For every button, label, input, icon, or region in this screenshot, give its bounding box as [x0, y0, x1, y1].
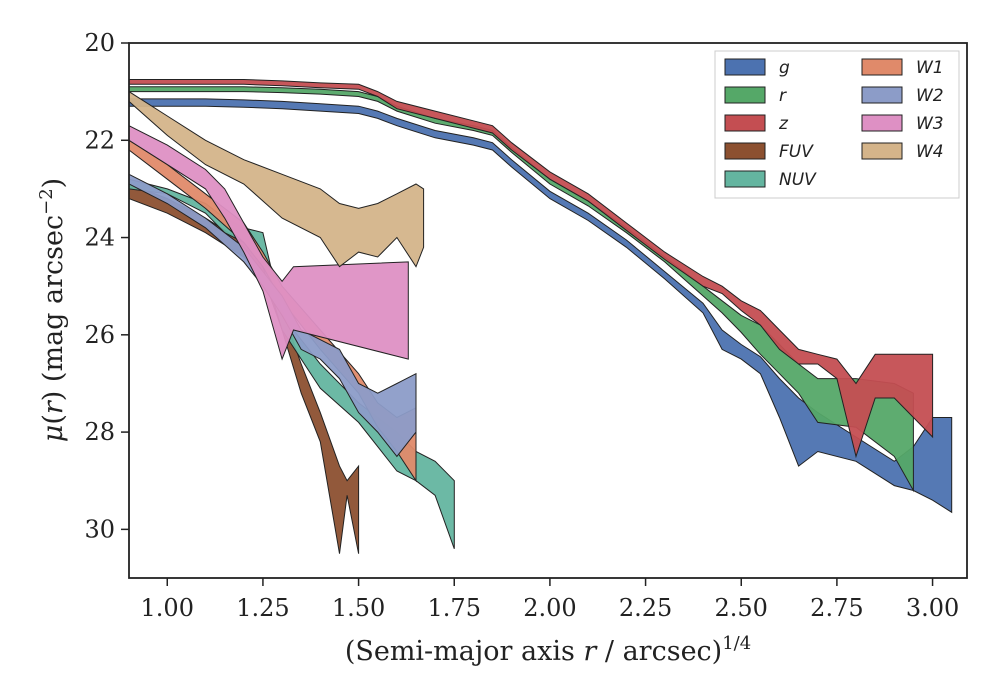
x-tick-label: 1.25 [236, 594, 289, 622]
y-axis-label: μ(r) (mag arcsec−2) [36, 178, 69, 442]
x-tick-label: 2.25 [619, 594, 672, 622]
legend-swatch-w4 [861, 142, 903, 160]
y-tick-label: 28 [84, 418, 115, 446]
x-axis-ticks: 1.00 1.25 1.50 1.75 2.00 2.25 2.50 2.75 3.00 [141, 578, 959, 622]
x-tick-label: 3.00 [906, 594, 959, 622]
legend-swatch-nuv [724, 170, 766, 188]
legend-swatch-g [724, 58, 766, 76]
legend-label-w2: W2 [916, 86, 944, 106]
legend-swatch-fuv [724, 142, 766, 160]
y-axis-ticks: 20 22 24 26 28 30 [84, 29, 129, 543]
legend-label-w1: W1 [916, 58, 944, 78]
legend-swatch-w3 [861, 114, 903, 132]
legend-label-fuv: FUV [779, 142, 814, 162]
legend-label-w4: W4 [916, 142, 944, 162]
band-w1 [129, 139, 417, 483]
legend-swatch-w1 [861, 58, 903, 76]
y-tick-label: 20 [84, 29, 115, 57]
x-tick-label: 2.00 [523, 594, 576, 622]
legend-label-z: z [778, 114, 789, 134]
x-tick-label: 1.00 [141, 594, 194, 622]
legend-swatch-z [724, 114, 766, 132]
x-tick-label: 1.75 [428, 594, 481, 622]
band-z [129, 79, 934, 459]
band-nuv [129, 178, 455, 549]
y-tick-label: 26 [84, 321, 115, 349]
x-tick-label: 1.50 [332, 594, 385, 622]
legend-label-g: g [779, 58, 790, 78]
y-tick-label: 22 [84, 126, 115, 154]
legend-label-nuv: NUV [779, 170, 817, 190]
band-layer [129, 79, 953, 554]
x-tick-label: 2.50 [715, 594, 768, 622]
legend-label-w3: W3 [916, 114, 944, 134]
x-tick-label: 2.75 [810, 594, 863, 622]
band-w3 [129, 125, 409, 361]
y-tick-label: 24 [84, 224, 115, 252]
axes-frame [128, 42, 968, 579]
legend-label-r: r [779, 86, 787, 106]
legend-swatch-w2 [861, 86, 903, 104]
x-axis-label: (Semi-major axis r / arcsec)1/4 [345, 633, 751, 667]
band-g [129, 98, 953, 514]
y-tick-label: 30 [84, 515, 115, 543]
legend-swatch-r [724, 86, 766, 104]
legend: grz FUV NUV W1 W2 W3 W4 [714, 50, 960, 199]
band-w4 [129, 91, 425, 268]
